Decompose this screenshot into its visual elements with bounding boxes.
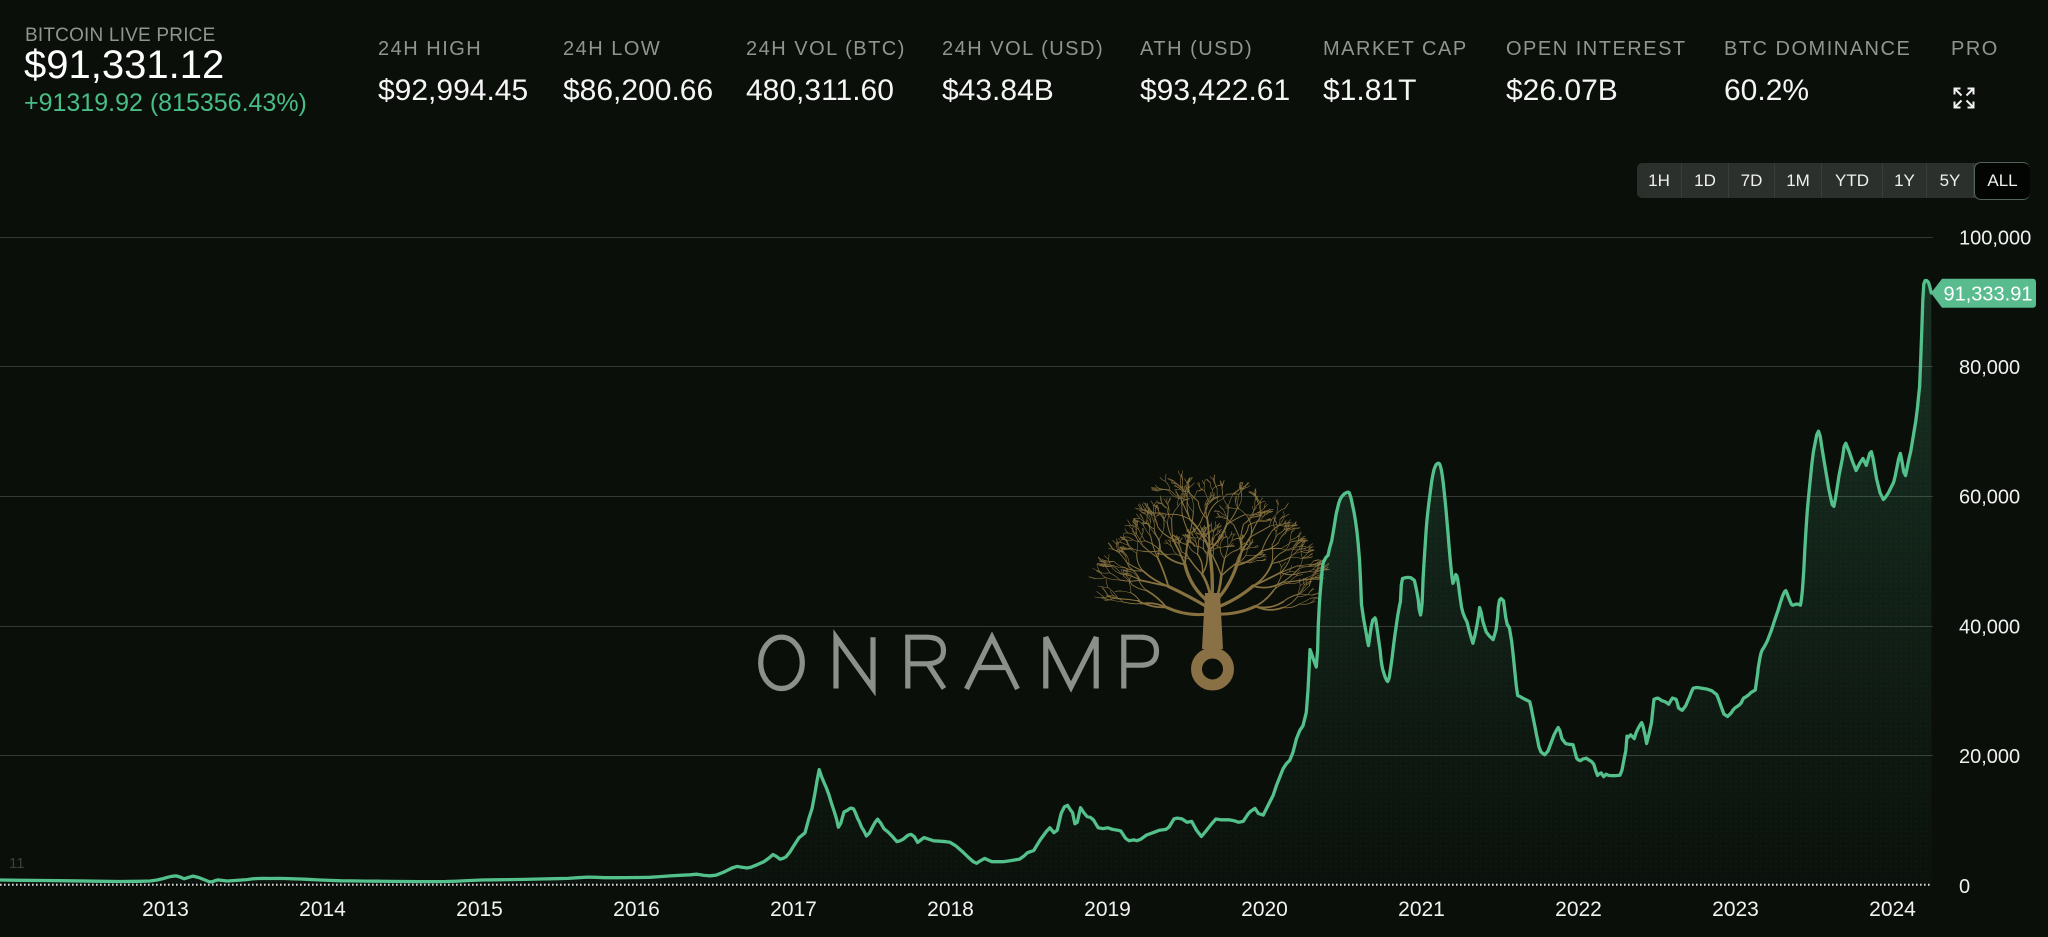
svg-text:11: 11 — [9, 855, 25, 872]
svg-text:2020: 2020 — [1241, 898, 1288, 921]
svg-text:0: 0 — [1959, 876, 1970, 898]
svg-text:2022: 2022 — [1555, 898, 1602, 921]
svg-text:2014: 2014 — [299, 898, 346, 921]
svg-text:2019: 2019 — [1084, 898, 1131, 921]
svg-text:2013: 2013 — [142, 898, 189, 921]
svg-text:40,000: 40,000 — [1959, 616, 2020, 638]
svg-text:80,000: 80,000 — [1959, 357, 2020, 379]
svg-text:60,000: 60,000 — [1959, 487, 2020, 509]
svg-text:91,333.91: 91,333.91 — [1944, 284, 2033, 306]
svg-text:2021: 2021 — [1398, 898, 1445, 921]
svg-text:2023: 2023 — [1712, 898, 1759, 921]
svg-text:100,000: 100,000 — [1959, 227, 2031, 249]
svg-text:20,000: 20,000 — [1959, 746, 2020, 768]
svg-text:2018: 2018 — [927, 898, 974, 921]
svg-text:2017: 2017 — [770, 898, 817, 921]
svg-text:2024: 2024 — [1869, 898, 1916, 921]
svg-text:2015: 2015 — [456, 898, 503, 921]
svg-text:2016: 2016 — [613, 898, 660, 921]
